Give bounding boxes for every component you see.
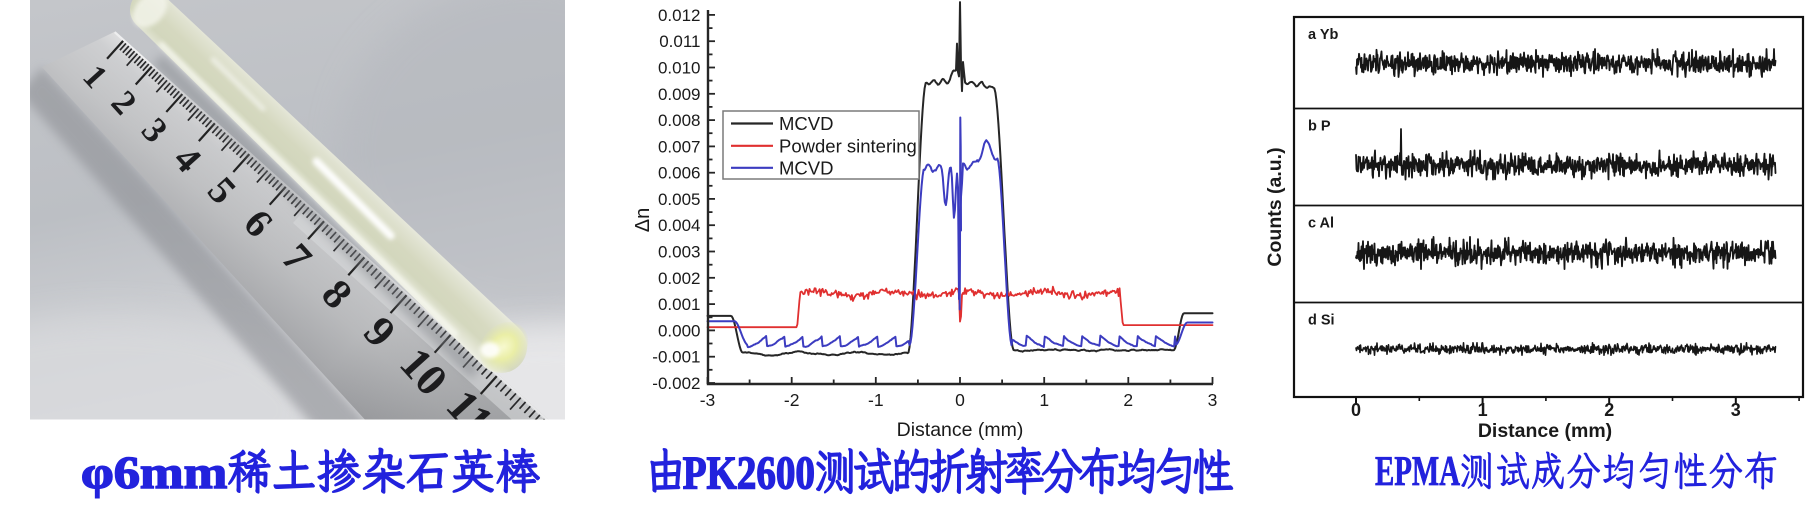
svg-text:Distance (mm): Distance (mm)	[1478, 420, 1612, 442]
svg-text:0.002: 0.002	[658, 269, 701, 288]
svg-text:a Yb: a Yb	[1308, 27, 1339, 43]
svg-text:-0.002: -0.002	[652, 374, 700, 393]
svg-text:0.006: 0.006	[658, 164, 701, 183]
svg-text:b P: b P	[1308, 119, 1331, 135]
svg-text:0.008: 0.008	[658, 111, 701, 130]
svg-text:0.001: 0.001	[658, 295, 701, 314]
svg-text:0.004: 0.004	[658, 216, 701, 235]
svg-text:d Si: d Si	[1308, 313, 1335, 329]
svg-text:0.010: 0.010	[658, 59, 701, 78]
svg-text:MCVD: MCVD	[779, 113, 833, 134]
svg-text:c Al: c Al	[1308, 216, 1334, 232]
svg-text:0: 0	[955, 390, 965, 410]
svg-text:3: 3	[1208, 390, 1218, 410]
svg-text:0.012: 0.012	[658, 6, 701, 25]
svg-text:Powder sintering: Powder sintering	[779, 135, 917, 156]
svg-text:2: 2	[1123, 390, 1133, 410]
svg-text:Counts (a.u.): Counts (a.u.)	[1264, 147, 1286, 266]
svg-text:-2: -2	[784, 390, 800, 410]
svg-text:0.011: 0.011	[659, 32, 700, 51]
svg-text:0.003: 0.003	[658, 243, 701, 262]
svg-text:1: 1	[1478, 400, 1488, 420]
svg-text:0.005: 0.005	[658, 190, 701, 209]
svg-text:1: 1	[1039, 390, 1049, 410]
svg-text:-3: -3	[700, 390, 716, 410]
svg-text:0.000: 0.000	[658, 321, 701, 340]
svg-text:-0.001: -0.001	[652, 348, 700, 367]
svg-text:0.009: 0.009	[658, 85, 701, 104]
svg-text:0: 0	[1351, 400, 1361, 420]
svg-text:2: 2	[1604, 400, 1614, 420]
svg-text:Distance (mm): Distance (mm)	[897, 419, 1024, 441]
svg-text:0.007: 0.007	[658, 137, 701, 156]
svg-text:3: 3	[1731, 400, 1741, 420]
svg-text:Δn: Δn	[632, 208, 654, 232]
svg-text:MCVD: MCVD	[779, 157, 833, 178]
svg-text:-1: -1	[868, 390, 884, 410]
